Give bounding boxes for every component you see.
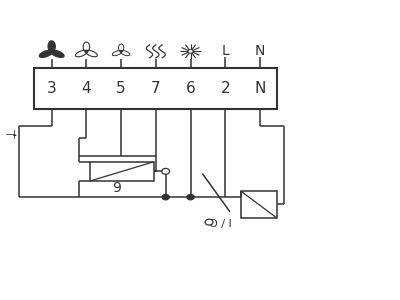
Circle shape bbox=[120, 50, 122, 52]
Ellipse shape bbox=[83, 42, 90, 52]
Circle shape bbox=[162, 168, 170, 174]
Text: 5: 5 bbox=[116, 81, 126, 96]
Bar bbox=[104, 68, 138, 109]
Ellipse shape bbox=[39, 50, 52, 58]
Text: 2: 2 bbox=[220, 81, 230, 96]
Text: ⊣: ⊣ bbox=[4, 129, 15, 142]
Ellipse shape bbox=[86, 50, 97, 57]
Bar bbox=[138, 68, 173, 109]
Circle shape bbox=[187, 194, 194, 200]
Bar bbox=[69, 68, 104, 109]
Circle shape bbox=[50, 50, 53, 52]
Text: N: N bbox=[254, 81, 266, 96]
Text: 7: 7 bbox=[151, 81, 161, 96]
Text: 3: 3 bbox=[47, 81, 56, 96]
Text: O / I: O / I bbox=[209, 219, 232, 229]
Bar bbox=[241, 191, 276, 218]
Ellipse shape bbox=[120, 51, 130, 56]
Circle shape bbox=[162, 194, 169, 200]
Circle shape bbox=[85, 50, 88, 52]
Bar bbox=[34, 68, 69, 109]
Bar bbox=[173, 68, 208, 109]
Bar bbox=[242, 68, 277, 109]
Bar bbox=[208, 68, 242, 109]
Text: 4: 4 bbox=[82, 81, 91, 96]
Text: 6: 6 bbox=[186, 81, 196, 96]
Text: 9: 9 bbox=[112, 181, 121, 195]
Circle shape bbox=[188, 50, 193, 53]
Ellipse shape bbox=[48, 41, 55, 52]
Ellipse shape bbox=[51, 50, 64, 58]
Ellipse shape bbox=[118, 44, 124, 52]
Text: N: N bbox=[255, 44, 265, 58]
Bar bbox=[34, 68, 277, 109]
Text: L: L bbox=[221, 44, 229, 58]
Bar bbox=[90, 162, 154, 181]
Ellipse shape bbox=[112, 51, 122, 56]
Ellipse shape bbox=[76, 50, 87, 57]
Circle shape bbox=[205, 219, 213, 225]
